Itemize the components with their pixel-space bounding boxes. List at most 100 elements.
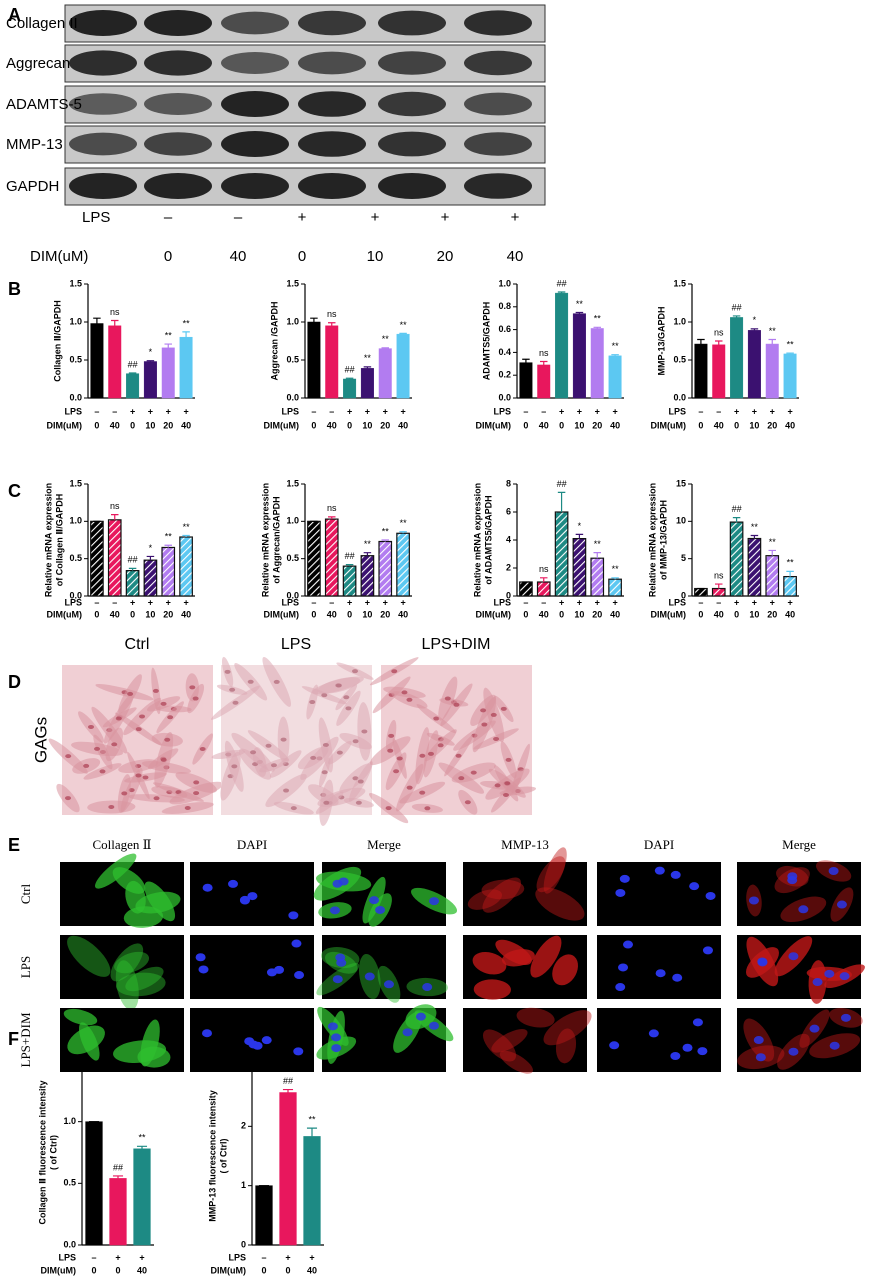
error-bar xyxy=(136,1145,148,1149)
x-row-value: + xyxy=(559,406,564,416)
column-label: Collagen Ⅱ xyxy=(92,837,151,852)
nucleus xyxy=(444,696,451,701)
nucleus xyxy=(65,754,72,759)
significance: ** xyxy=(165,330,173,340)
image-bg xyxy=(597,935,721,999)
nucleus xyxy=(672,973,683,982)
bar xyxy=(396,532,410,597)
condition-value: – xyxy=(164,209,173,226)
y-tick-label: 1.0 xyxy=(673,316,686,326)
x-row-label: DIM(uM) xyxy=(264,420,300,430)
error-bar xyxy=(768,549,776,556)
significance: ** xyxy=(612,564,620,574)
row-label: LPS+DIM xyxy=(18,1012,33,1067)
cell xyxy=(67,935,111,977)
significance: ns xyxy=(327,309,337,319)
x-row-value: + xyxy=(130,597,135,607)
error-bar xyxy=(93,317,101,324)
blot-label: GAPDH xyxy=(6,178,59,195)
error-bar xyxy=(575,311,584,314)
x-row-value: + xyxy=(309,1252,314,1262)
bar xyxy=(519,362,533,399)
nucleus xyxy=(702,946,713,955)
nucleus xyxy=(270,763,277,768)
condition-value: + xyxy=(511,209,520,226)
x-row-value: 10 xyxy=(749,420,759,430)
error-bar xyxy=(128,372,137,374)
significance: ** xyxy=(769,326,777,336)
nucleus xyxy=(839,972,850,981)
blot-band xyxy=(378,51,446,75)
row-label: LPS xyxy=(18,956,33,978)
error-bar xyxy=(328,516,336,520)
error-bar xyxy=(575,533,584,539)
fluorescence-image xyxy=(60,935,184,1011)
cell xyxy=(482,877,522,913)
cell xyxy=(499,1050,533,1074)
significance: ** xyxy=(364,539,372,549)
fluorescence-image xyxy=(316,935,448,1003)
significance: ns xyxy=(714,327,724,337)
column-label: Merge xyxy=(782,837,816,852)
bar xyxy=(608,355,622,399)
x-row-value: 0 xyxy=(285,1265,290,1275)
blot-band xyxy=(464,10,532,36)
nucleus xyxy=(812,978,823,987)
y-axis-label: ( of Ctrl) xyxy=(218,1139,228,1174)
bar xyxy=(343,378,357,399)
x-row-value: 40 xyxy=(785,609,795,619)
panel-label: B xyxy=(8,279,21,299)
x-row-label: DIM(uM) xyxy=(651,609,687,619)
nucleus xyxy=(415,1012,426,1021)
nucleus xyxy=(753,1036,764,1045)
significance: * xyxy=(149,347,153,357)
cell xyxy=(125,880,146,914)
nucleus xyxy=(406,785,413,790)
x-row-value: – xyxy=(716,406,721,416)
bar xyxy=(590,557,605,597)
y-tick-label: 0.0 xyxy=(63,1239,76,1249)
column-label: Ctrl xyxy=(125,636,150,653)
nucleus xyxy=(422,983,433,992)
nucleus xyxy=(250,750,257,755)
nucleus xyxy=(202,883,213,892)
significance: ns xyxy=(539,348,549,358)
x-row-value: – xyxy=(261,1252,266,1262)
blot-band xyxy=(378,131,446,157)
bar xyxy=(107,519,122,597)
nucleus xyxy=(228,879,239,888)
error-bar xyxy=(345,564,354,567)
error-bar xyxy=(164,343,172,348)
error-bar xyxy=(306,1127,318,1137)
nucleus xyxy=(352,669,359,674)
x-row-label: LPS xyxy=(668,597,686,607)
significance: ** xyxy=(594,539,602,549)
nucleus xyxy=(164,737,171,742)
y-tick-label: 0.5 xyxy=(69,354,82,364)
y-tick-label: 0.5 xyxy=(63,1178,76,1188)
bar xyxy=(143,361,157,399)
x-row-label: DIM(uM) xyxy=(476,420,512,430)
nucleus xyxy=(331,1044,342,1053)
x-row-value: 10 xyxy=(145,609,155,619)
nucleus xyxy=(480,708,487,713)
x-row-value: – xyxy=(698,597,703,607)
bar xyxy=(396,333,410,399)
significance: ## xyxy=(345,365,355,375)
error-bar xyxy=(732,315,741,318)
y-tick-label: 0 xyxy=(506,590,511,600)
x-row-value: 40 xyxy=(539,609,549,619)
nucleus xyxy=(355,800,362,805)
bar xyxy=(279,1092,297,1246)
x-row-value: + xyxy=(612,406,617,416)
nucleus xyxy=(184,805,191,810)
nucleus xyxy=(323,800,330,805)
nucleus xyxy=(364,972,375,981)
x-row-value: – xyxy=(698,406,703,416)
error-bar xyxy=(282,1088,294,1093)
bar xyxy=(125,570,140,597)
significance: ns xyxy=(110,501,120,511)
y-tick-label: 0.0 xyxy=(286,392,299,402)
bar-chart: 0 5 10 15 Relative mRNA expression of MMP-13/… xyxy=(647,478,799,619)
y-tick-label: 15 xyxy=(676,478,686,488)
